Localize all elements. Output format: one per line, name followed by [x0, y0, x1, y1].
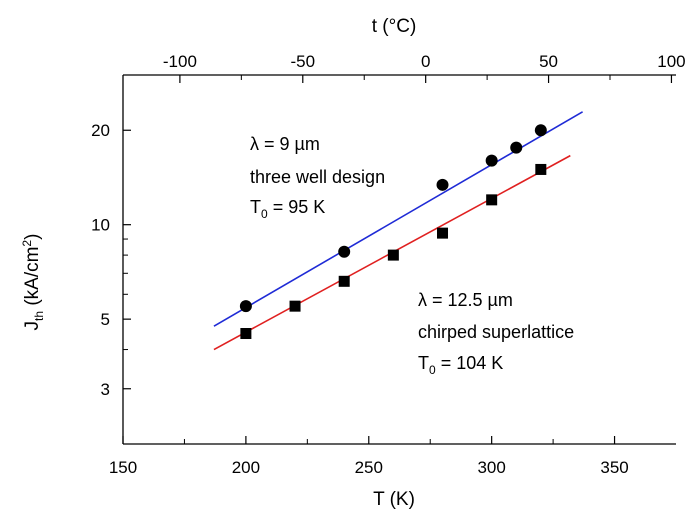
y-tick-label: 5	[101, 310, 110, 329]
top-axis-title: t (°C)	[372, 16, 417, 37]
data-point-circle	[485, 154, 498, 167]
annotation-series2: λ = 12.5 µm chirped superlattice T0 = 10…	[418, 290, 574, 377]
annotation-series1-design: three well design	[250, 167, 385, 187]
x2-tick-label: -50	[290, 52, 315, 71]
x-axis-title: T (K)	[373, 489, 415, 510]
x2-tick-label: -100	[163, 52, 197, 71]
axes-frame	[122, 74, 676, 445]
annotation-series2-wavelength: λ = 12.5 µm	[418, 290, 513, 310]
annotation-series1: λ = 9 µm three well design T0 = 95 K	[250, 134, 385, 221]
annotation-series1-wavelength: λ = 9 µm	[250, 134, 320, 154]
data-point-square	[387, 249, 399, 261]
data-point-circle	[239, 300, 252, 313]
data-point-square	[289, 300, 301, 312]
y-tick-label: 3	[101, 380, 110, 399]
x2-tick-label: 100	[657, 52, 685, 71]
y-axis-title: Jth (kA/cm2)	[20, 234, 46, 331]
annotation-series2-t0: T0 = 104 K	[418, 353, 503, 377]
data-markers	[239, 124, 547, 340]
data-point-square	[338, 275, 350, 287]
tick-labels: 150 200 250 300 350 -100 -50 0 50 100 3 5 10 20	[91, 52, 686, 477]
annotation-series2-design: chirped superlattice	[418, 322, 574, 342]
y-tick-label: 10	[91, 216, 110, 235]
data-point-square	[486, 194, 498, 206]
data-point-circle	[510, 141, 523, 154]
x-tick-label: 250	[355, 458, 383, 477]
annotation-series1-t0: T0 = 95 K	[250, 197, 325, 221]
x-tick-label: 200	[232, 458, 260, 477]
x-tick-label: 150	[109, 458, 137, 477]
x2-tick-label: 50	[539, 52, 558, 71]
data-point-square	[240, 328, 252, 340]
x-tick-label: 350	[600, 458, 628, 477]
data-point-circle	[436, 178, 449, 191]
x2-tick-label: 0	[421, 52, 430, 71]
data-point-square	[437, 227, 449, 239]
data-point-circle	[338, 245, 351, 258]
x-tick-label: 300	[477, 458, 505, 477]
ticks	[122, 75, 673, 445]
y-tick-label: 20	[91, 121, 110, 140]
data-point-square	[535, 163, 547, 175]
data-point-circle	[534, 124, 547, 137]
